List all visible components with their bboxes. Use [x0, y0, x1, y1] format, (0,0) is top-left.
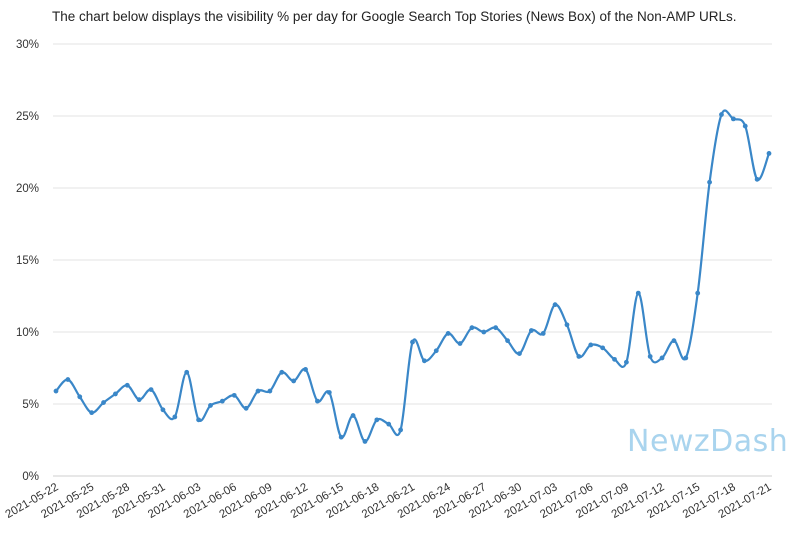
data-point — [612, 356, 617, 362]
data-point — [136, 397, 142, 403]
data-point — [279, 369, 285, 375]
data-point — [255, 388, 261, 394]
data-point — [457, 341, 463, 346]
data-point — [326, 390, 332, 395]
data-point — [124, 382, 130, 388]
data-point — [730, 116, 736, 122]
data-point — [588, 342, 594, 348]
y-tick-label: 20% — [16, 183, 39, 195]
data-point — [742, 123, 748, 129]
data-point — [635, 290, 641, 296]
data-point — [53, 388, 59, 394]
data-point — [469, 325, 475, 331]
data-point — [398, 427, 404, 433]
data-point — [219, 398, 225, 404]
data-point — [243, 405, 249, 411]
data-point — [386, 421, 392, 427]
chart-title: The chart below displays the visibility … — [52, 9, 737, 24]
data-point — [493, 325, 499, 331]
data-point — [766, 151, 772, 156]
data-point — [659, 355, 665, 361]
data-point — [600, 345, 606, 351]
data-point — [231, 392, 237, 398]
data-point — [552, 302, 558, 308]
data-point — [113, 391, 118, 397]
data-point — [291, 378, 297, 384]
data-point — [148, 387, 154, 392]
data-point — [184, 369, 190, 375]
data-point — [101, 400, 106, 405]
data-point — [208, 403, 213, 408]
data-point — [362, 439, 368, 444]
data-point — [421, 358, 427, 364]
data-point — [410, 339, 415, 345]
data-point — [160, 407, 166, 413]
data-point — [719, 112, 724, 117]
y-tick-label: 25% — [16, 111, 39, 123]
data-point — [683, 355, 689, 361]
data-point — [315, 398, 320, 404]
data-point — [433, 348, 439, 354]
y-tick-label: 15% — [16, 255, 39, 267]
data-point — [89, 410, 95, 416]
data-point — [707, 179, 712, 185]
data-point — [540, 331, 546, 336]
series-line — [55, 109, 771, 443]
data-point — [576, 354, 582, 359]
newzdash-watermark: NewzDash — [627, 424, 789, 459]
data-point — [172, 414, 178, 420]
data-point — [481, 329, 487, 335]
data-point — [374, 417, 380, 423]
data-point — [671, 338, 677, 344]
data-point — [77, 394, 83, 400]
data-point — [528, 328, 534, 333]
data-point — [754, 176, 760, 182]
data-point — [196, 417, 202, 423]
y-tick-label: 0% — [22, 471, 39, 483]
data-point — [445, 331, 451, 336]
data-point — [624, 359, 629, 365]
data-point — [350, 413, 356, 418]
data-point — [303, 367, 308, 372]
data-point — [647, 354, 653, 359]
y-tick-label: 10% — [16, 327, 39, 339]
data-point — [517, 351, 522, 356]
data-point — [65, 377, 71, 382]
data-point — [564, 322, 570, 328]
data-point — [267, 388, 273, 394]
data-point — [505, 338, 510, 344]
data-point — [338, 434, 344, 440]
y-tick-label: 30% — [16, 39, 39, 51]
data-point — [695, 290, 701, 296]
y-tick-label: 5% — [22, 399, 39, 411]
